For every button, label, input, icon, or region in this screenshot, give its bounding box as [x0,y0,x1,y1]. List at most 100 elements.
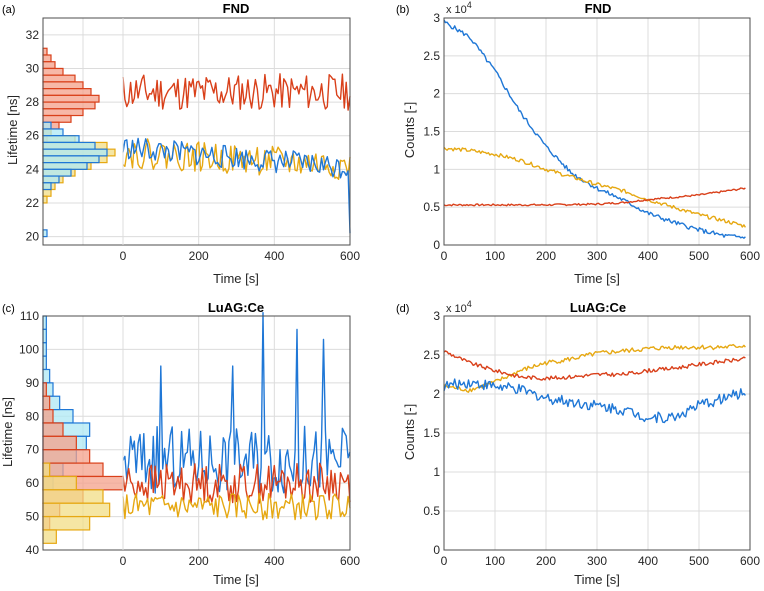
series-line-blue [122,137,351,234]
y-tick-label: 28 [26,95,40,109]
y-tick-label: 100 [19,342,39,356]
y-tick-label: 50 [26,510,40,524]
histogram-bar [42,128,64,137]
y-tick-label: 1.5 [423,125,440,139]
x-tick-label: 600 [740,554,760,568]
panel-d-ylabel: Counts [-] [402,404,417,460]
panel-d-title: LuAG:Ce [570,300,626,315]
panel-a-fnd-lifetime: (a) FND Time [s] Lifetime [ns] 20 22 24 26 2… [2,1,360,286]
x-tick-label: 300 [587,249,607,263]
histogram-bar [42,529,57,544]
panel-c-xlabel: Time [s] [213,572,259,587]
histogram-bar [42,435,77,451]
x-tick-label: 600 [740,249,760,263]
histogram-bar [42,489,104,504]
histogram-bar [42,195,48,204]
y-tick-label: 70 [26,443,40,457]
y-tick-label: 32 [26,28,40,42]
axes-frame [443,17,751,246]
x-tick-label: 500 [689,249,709,263]
series-line-red [122,73,351,111]
y-tick-label: 1 [433,465,440,479]
y-tick-label: 0.5 [423,504,440,518]
y-tick-label: 3 [433,309,440,323]
x-tick-label: 100 [485,554,505,568]
x-tick-label: 200 [536,249,556,263]
histogram-bar [42,114,72,123]
series-line-yellow [122,492,351,521]
x-tick-label: 100 [485,249,505,263]
series-line-yellow [122,138,351,180]
panel-c-luag-lifetime: (c) LuAG:Ce Time [s] Lifetime [ns] 40 50 6… [0,300,360,587]
y-tick-label: 26 [26,129,40,143]
y-tick-label: 2.5 [423,348,440,362]
y-tick-label: 2 [433,87,440,101]
histogram-bar [42,168,72,177]
histogram-bar [42,182,52,191]
histogram-bar [42,462,51,478]
histogram-bar [42,475,77,491]
histogram-bar [42,94,100,103]
histogram-bar [42,121,52,130]
x-tick-label: 500 [689,554,709,568]
axes-frame [443,315,751,551]
histogram-bar [42,81,84,90]
y-tick-label: 40 [26,543,40,557]
axes-frame [42,315,351,551]
y-tick-label: 1 [433,162,440,176]
y-tick-label: 22 [26,196,40,210]
panel-a-ylabel: Lifetime [ns] [5,95,20,165]
panel-a-xlabel: Time [s] [213,271,259,286]
histogram-bar [42,54,52,63]
x-tick-label: 0 [441,249,448,263]
series-line-red [443,350,746,381]
panel-a-title: FND [223,1,250,16]
panel-label-d: (d) [396,303,409,315]
histogram-bar [42,162,88,170]
series-line-blue [443,378,746,424]
histogram-bar [42,422,64,437]
histogram-bar [42,188,52,197]
histogram-bar [42,409,54,424]
y-tick-label: 1.5 [423,426,440,440]
x-tick-label: 400 [264,249,284,263]
axes-frame [42,17,351,246]
histogram-bar [42,67,64,76]
y-tick-label: 20 [26,230,40,244]
histogram-bar [42,47,48,56]
panel-b-xlabel: Time [s] [574,271,620,286]
x-tick-label: 200 [189,554,209,568]
histogram-bar [42,135,80,144]
y-tick-label: 3 [433,11,440,25]
panel-label-b: (b) [396,4,409,16]
series-line-yellow [443,343,746,393]
histogram-bar [42,502,111,518]
panel-c-ylabel: Lifetime [ns] [0,397,15,467]
y-tick-label: 110 [20,309,39,323]
panel-label-c: (c) [2,303,15,315]
histogram-bar [42,88,92,96]
x-tick-label: 400 [264,554,284,568]
histogram-bar [42,462,104,478]
y-tick-label: 60 [26,476,40,490]
histogram-bar [42,395,51,411]
series-line-yellow [443,146,747,228]
histogram-bar [42,61,56,70]
panel-label-a: (a) [2,4,15,16]
histogram-bar [42,449,91,464]
histogram-bar [42,175,60,184]
x-tick-label: 600 [340,249,360,263]
histogram-bar [42,229,48,238]
panel-b-title: FND [585,1,612,16]
y-tick-label: 30 [26,61,40,75]
histogram-bar [42,74,76,83]
series-line-blue [443,19,746,239]
x-tick-label: 200 [189,249,209,263]
panel-d-luag-counts: (d) LuAG:Ce x 104 Time [s] Counts [-] 00… [396,299,760,587]
x-tick-label: 0 [441,554,448,568]
histogram-bar [42,148,108,157]
panel-b-fnd-counts: (b) FND x 104 Time [s] Counts [-] 0 0.5 1 1… [396,0,760,286]
x-tick-label: 400 [638,554,658,568]
panel-d-exponent: x 104 [446,299,472,315]
